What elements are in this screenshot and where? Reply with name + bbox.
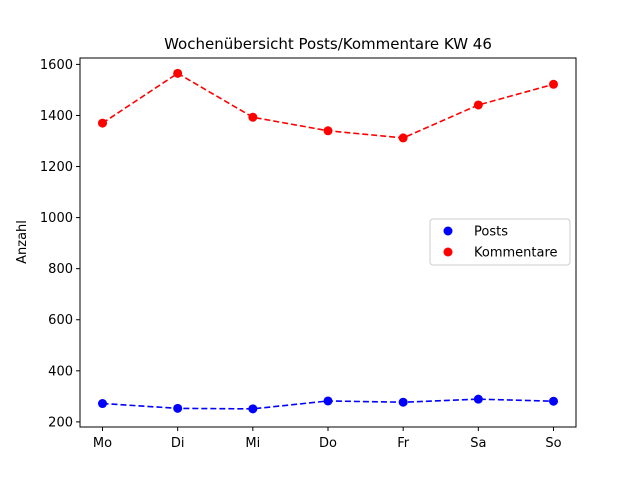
y-axis-label: Anzahl <box>15 220 30 264</box>
legend-label: Posts <box>474 225 508 240</box>
x-tick-label: So <box>545 436 561 451</box>
legend-marker <box>443 226 453 236</box>
data-point <box>173 68 183 78</box>
data-point <box>398 397 408 407</box>
data-point <box>323 126 333 136</box>
legend-box <box>429 218 571 266</box>
data-point <box>549 79 558 89</box>
data-point <box>398 133 408 143</box>
y-tick-label: 1200 <box>40 160 73 175</box>
x-tick-label: Mo <box>93 436 112 451</box>
x-tick-label: Di <box>171 436 185 451</box>
data-point <box>98 399 107 409</box>
x-axis: Mo Di Mi Do Fr Sa So <box>93 427 562 451</box>
y-tick-label: 600 <box>48 313 73 328</box>
y-tick-label: 1600 <box>40 58 73 73</box>
data-point <box>248 112 258 122</box>
chart-title: Wochenübersicht Posts/Kommentare KW 46 <box>164 35 492 53</box>
data-point <box>98 118 107 128</box>
data-point <box>323 396 333 406</box>
y-tick-label: 200 <box>48 415 73 430</box>
y-tick-label: 400 <box>48 364 73 379</box>
y-tick-label: 800 <box>48 262 73 277</box>
legend-label: Kommentare <box>474 246 558 261</box>
x-tick-label: Fr <box>397 436 410 451</box>
data-point <box>473 394 483 404</box>
x-tick-label: Mi <box>245 436 260 451</box>
y-axis: 200 400 600 800 1000 1200 1400 1600 <box>40 58 80 430</box>
series-1 <box>98 394 558 414</box>
y-tick-label: 1000 <box>40 211 73 226</box>
data-point <box>473 100 483 110</box>
legend-marker <box>443 247 453 257</box>
x-tick-label: Do <box>319 436 337 451</box>
series-layer <box>98 68 558 414</box>
x-tick-label: Sa <box>470 436 486 451</box>
data-point <box>549 396 558 406</box>
y-tick-label: 1400 <box>40 109 73 124</box>
series-2 <box>98 68 558 143</box>
legend: Posts Kommentare <box>429 218 571 266</box>
data-point <box>173 403 183 413</box>
data-point <box>248 404 258 414</box>
